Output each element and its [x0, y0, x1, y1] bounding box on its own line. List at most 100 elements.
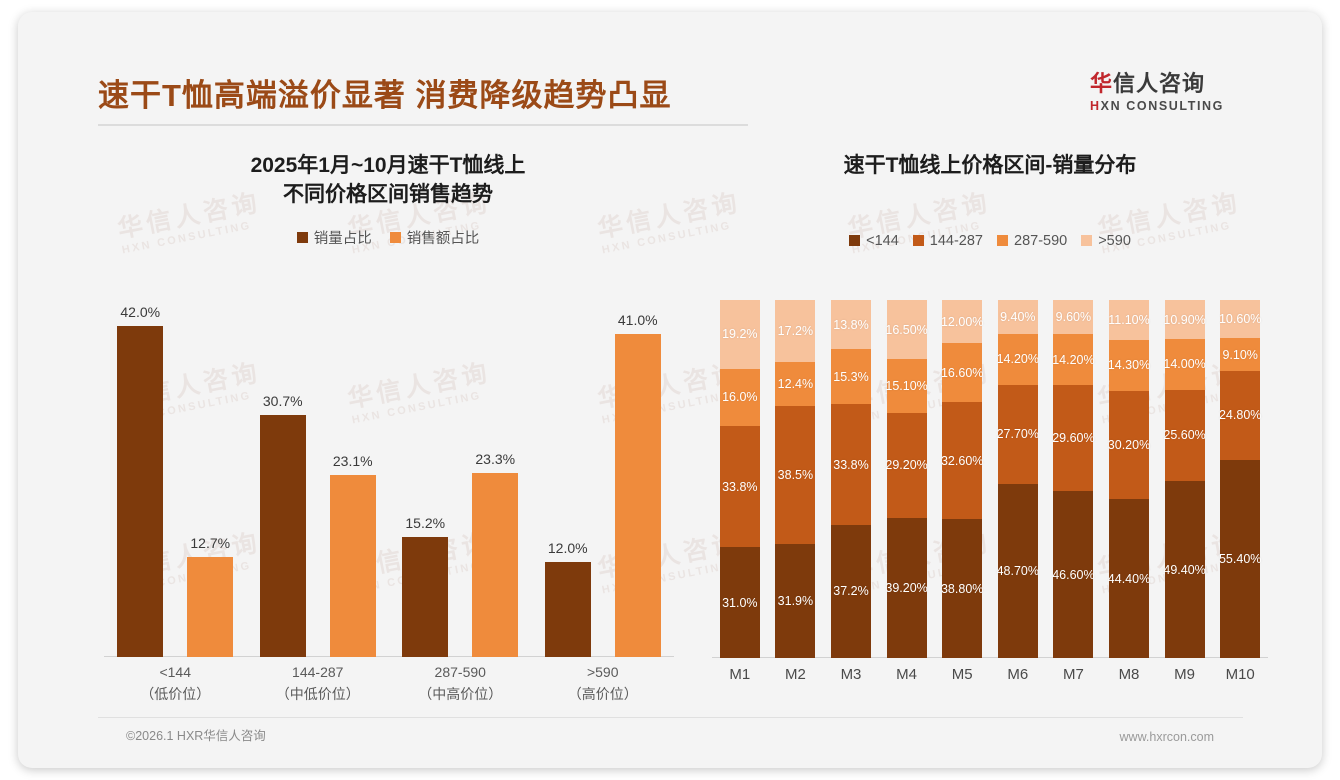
segment-value-label: 14.20% [996, 352, 1039, 367]
stacked-bar-column[interactable]: 12.00% 16.60% 32.60% 38.80% [941, 300, 983, 658]
segment-value-label: 27.70% [996, 427, 1039, 442]
stacked-bar-segment[interactable]: 31.9% [775, 543, 816, 658]
stacked-bar-segment[interactable]: 39.20% [885, 517, 928, 658]
segment-value-label: 30.20% [1107, 438, 1151, 452]
stacked-bar-segment[interactable]: 29.20% [885, 413, 928, 518]
bar[interactable]: 15.2% [402, 515, 449, 657]
stacked-bar-segment[interactable]: 15.10% [885, 359, 928, 414]
bar[interactable]: 41.0% [614, 312, 661, 657]
stacked-bar-segment[interactable]: 55.40% [1219, 459, 1261, 658]
stacked-bar-segment[interactable]: 24.80% [1219, 370, 1261, 460]
left-chart-plot-area: 42.0% 12.7% 30.7% 23.1% 15.2% 23.3% 12.0% 41.0% [104, 302, 674, 657]
stacked-bar-segment[interactable]: 10.60% [1219, 300, 1261, 339]
stacked-bar-segment[interactable]: 38.5% [775, 405, 816, 544]
left-chart-legend: 销量占比 销售额占比 [78, 228, 698, 248]
stacked-bar-segment[interactable]: 31.0% [719, 547, 760, 658]
footer-copyright: ©2026.1 HXR华信人咨询 [126, 729, 266, 743]
legend-item[interactable]: 销量占比 [296, 227, 372, 248]
stacked-bar-segment[interactable]: 37.2% [831, 524, 871, 658]
bar[interactable]: 23.1% [329, 453, 376, 657]
segment-value-label: 17.2% [777, 323, 814, 338]
right-chart-title-line1: 速干T恤线上价格区间-销量分布 [843, 154, 1137, 177]
stacked-bar-segment[interactable]: 16.50% [885, 300, 928, 360]
bar-value-label: 30.7% [262, 392, 303, 409]
segment-value-label: 9.40% [1000, 309, 1036, 324]
bar[interactable]: 12.0% [544, 540, 591, 657]
stacked-bar-segment[interactable]: 49.40% [1163, 481, 1206, 658]
stacked-bar-segment[interactable]: 38.80% [941, 519, 983, 658]
stacked-bar-segment[interactable]: 9.40% [997, 300, 1038, 334]
stacked-bar-column[interactable]: 16.50% 15.10% 29.20% 39.20% [885, 300, 928, 658]
x-axis-tick-label: <144 （低价位） [104, 662, 247, 705]
logo-en-accent: H [1090, 99, 1101, 114]
bar-fill [402, 537, 449, 657]
legend-item[interactable]: 144-287 [912, 232, 983, 249]
bar[interactable]: 12.7% [187, 535, 234, 657]
segment-value-label: 48.70% [996, 563, 1039, 578]
stacked-bar-segment[interactable]: 9.10% [1220, 338, 1261, 371]
stacked-bar-segment[interactable]: 25.60% [1163, 389, 1206, 482]
stacked-bar-segment[interactable]: 30.20% [1107, 390, 1151, 500]
stacked-bar-column[interactable]: 11.10% 14.30% 30.20% 44.40% [1107, 300, 1151, 658]
stacked-bar-segment[interactable]: 11.10% [1108, 300, 1150, 340]
legend-item[interactable]: <144 [849, 233, 899, 249]
bar[interactable]: 30.7% [259, 393, 306, 657]
x-tick-sublabel: （低价位） [140, 685, 211, 702]
segment-value-label: 49.40% [1163, 562, 1206, 577]
stacked-bar-column[interactable]: 10.90% 14.00% 25.60% 49.40% [1163, 300, 1206, 658]
logo-english-text: HXN CONSULTING [1090, 99, 1260, 113]
legend-item[interactable]: >590 [1081, 233, 1131, 249]
segment-value-label: 10.90% [1163, 312, 1206, 327]
stacked-bar-segment[interactable]: 44.40% [1108, 499, 1150, 658]
bar-value-label: 23.1% [332, 452, 373, 469]
segment-value-label: 38.5% [777, 467, 814, 482]
stacked-bar-segment[interactable]: 17.2% [775, 300, 816, 362]
x-tick-range: >590 [586, 664, 619, 680]
stacked-bar-segment[interactable]: 16.60% [941, 342, 983, 403]
stacked-bar-segment[interactable]: 29.60% [1052, 385, 1095, 492]
stacked-bar-column[interactable]: 13.8% 15.3% 33.8% 37.2% [831, 300, 871, 658]
segment-value-label: 25.60% [1163, 428, 1206, 443]
legend-swatch-icon [296, 232, 308, 244]
stacked-bar-segment[interactable]: 14.20% [1052, 334, 1095, 386]
slide-canvas: 华信人咨询 HXN CONSULTING 华信人咨询 HXN CONSULTING华信… [18, 12, 1322, 768]
stacked-bar-segment[interactable]: 48.70% [996, 483, 1039, 658]
stacked-bar-segment[interactable]: 14.30% [1108, 339, 1150, 391]
stacked-bar-segment[interactable]: 33.8% [831, 404, 871, 525]
stacked-bar-segment[interactable]: 10.90% [1163, 300, 1206, 340]
x-axis-tick-label: M7 [1062, 666, 1084, 683]
bar[interactable]: 42.0% [117, 304, 164, 657]
stacked-bar-segment[interactable]: 16.0% [719, 368, 760, 427]
segment-value-label: 29.20% [885, 458, 928, 473]
footer-website[interactable]: www.hxrcon.com [1119, 730, 1214, 744]
stacked-bar-segment[interactable]: 12.4% [775, 361, 816, 406]
stacked-bar-segment[interactable]: 46.60% [1052, 491, 1095, 658]
stacked-bar-segment[interactable]: 14.20% [996, 333, 1039, 385]
legend-label: 144-287 [929, 232, 983, 249]
stacked-bar-segment[interactable]: 27.70% [996, 384, 1039, 484]
bar-group: 12.0% 41.0% [532, 302, 675, 657]
stacked-bar-segment[interactable]: 13.8% [831, 300, 871, 350]
stacked-bar-segment[interactable]: 12.00% [941, 300, 983, 343]
segment-value-label: 14.00% [1163, 357, 1206, 372]
legend-item[interactable]: 销售额占比 [389, 227, 479, 248]
stacked-bar-column[interactable]: 10.60% 9.10% 24.80% 55.40% [1219, 300, 1261, 658]
segment-value-label: 33.8% [833, 457, 869, 472]
stacked-bar-segment[interactable]: 9.60% [1053, 300, 1094, 335]
stacked-bar-segment[interactable]: 33.8% [719, 426, 760, 548]
x-axis-tick-label: M6 [1007, 666, 1029, 683]
stacked-bar-column[interactable]: 17.2% 12.4% 38.5% 31.9% [775, 300, 816, 658]
stacked-bar-column[interactable]: 9.40% 14.20% 27.70% 48.70% [996, 300, 1039, 658]
legend-swatch-icon [389, 232, 401, 244]
stacked-bar-column[interactable]: 19.2% 16.0% 33.8% 31.0% [719, 300, 760, 658]
stacked-bar-segment[interactable]: 32.60% [941, 402, 983, 520]
segment-value-label: 9.60% [1055, 310, 1092, 325]
stacked-bar-column[interactable]: 9.60% 14.20% 29.60% 46.60% [1052, 300, 1095, 658]
stacked-bar-segment[interactable]: 14.00% [1163, 339, 1206, 390]
stacked-bar-segment[interactable]: 19.2% [719, 300, 760, 369]
logo-chinese-text: 华信人咨询 [1090, 71, 1260, 96]
left-chart-title-line2: 不同价格区间销售趋势 [283, 182, 493, 206]
bar[interactable]: 23.3% [472, 451, 519, 657]
legend-item[interactable]: 287-590 [997, 233, 1067, 249]
stacked-bar-segment[interactable]: 15.3% [831, 349, 871, 405]
